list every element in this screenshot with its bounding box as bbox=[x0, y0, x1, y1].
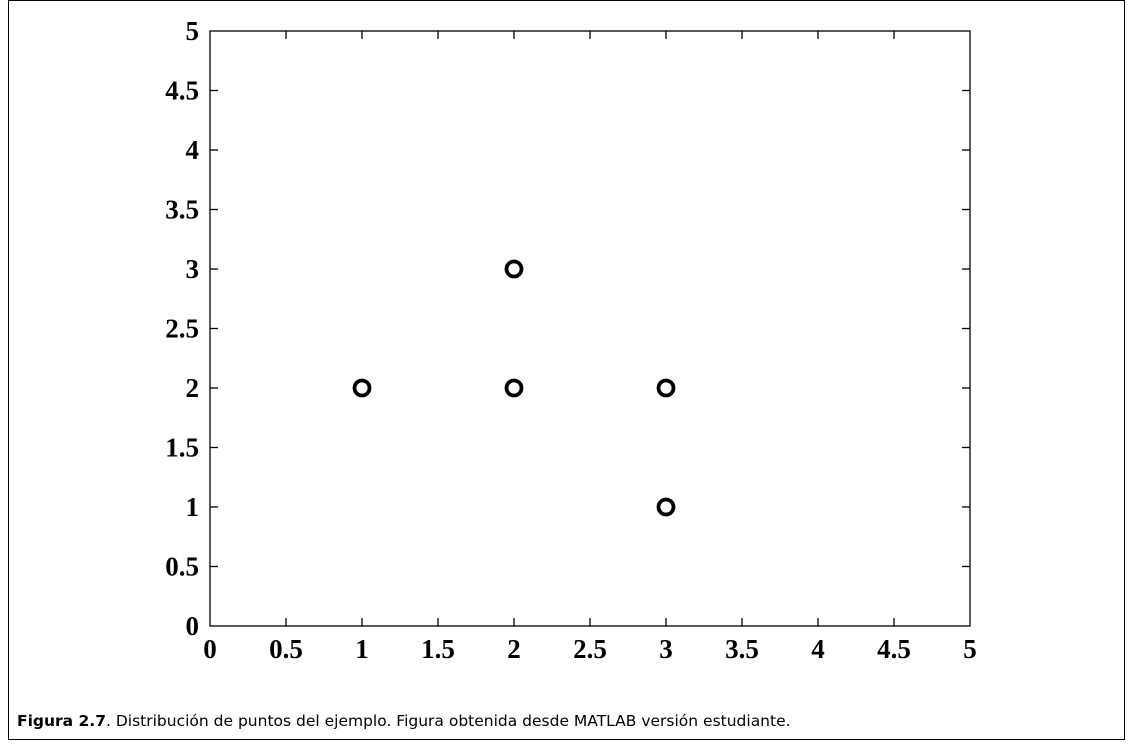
y-tick-label: 2 bbox=[186, 373, 200, 403]
y-tick-label: 4 bbox=[186, 135, 200, 165]
data-point bbox=[656, 497, 676, 517]
y-tick-label: 0.5 bbox=[165, 552, 199, 582]
x-tick-label: 0.5 bbox=[269, 634, 303, 664]
x-tick-label: 1 bbox=[355, 634, 369, 664]
y-tick-label: 5 bbox=[186, 16, 200, 46]
data-point bbox=[352, 378, 372, 398]
x-tick-label: 2.5 bbox=[573, 634, 607, 664]
scatter-plot: 0 0.5 1 1.5 2 2.5 3 3.5 4 4.5 5 0 0.5 1 1.5 2 2.5 3 3.5 4 4.… bbox=[165, 16, 977, 664]
x-tick-label: 5 bbox=[963, 634, 977, 664]
y-tick-label: 0 bbox=[186, 611, 200, 641]
x-tick-label: 2 bbox=[507, 634, 521, 664]
x-tick-label: 1.5 bbox=[421, 634, 455, 664]
caption-label: Figura 2.7 bbox=[17, 712, 106, 730]
data-point bbox=[504, 259, 524, 279]
x-tick-label: 4.5 bbox=[877, 634, 911, 664]
y-tick-label: 3.5 bbox=[165, 195, 199, 225]
plot-area bbox=[209, 30, 971, 627]
data-point bbox=[504, 378, 524, 398]
figure-caption: Figura 2.7. Distribución de puntos del e… bbox=[17, 712, 791, 730]
y-tick-label: 1.5 bbox=[165, 433, 199, 463]
data-point bbox=[656, 378, 676, 398]
x-tick-label: 0 bbox=[203, 634, 217, 664]
x-tick-label: 3.5 bbox=[725, 634, 759, 664]
caption-text: . Distribución de puntos del ejemplo. Fi… bbox=[106, 712, 791, 730]
y-tick-label: 4.5 bbox=[165, 76, 199, 106]
y-tick-label: 2.5 bbox=[165, 314, 199, 344]
x-tick-label: 4 bbox=[811, 634, 825, 664]
y-tick-label: 3 bbox=[186, 254, 200, 284]
y-tick-label: 1 bbox=[186, 492, 200, 522]
x-tick-label: 3 bbox=[659, 634, 673, 664]
